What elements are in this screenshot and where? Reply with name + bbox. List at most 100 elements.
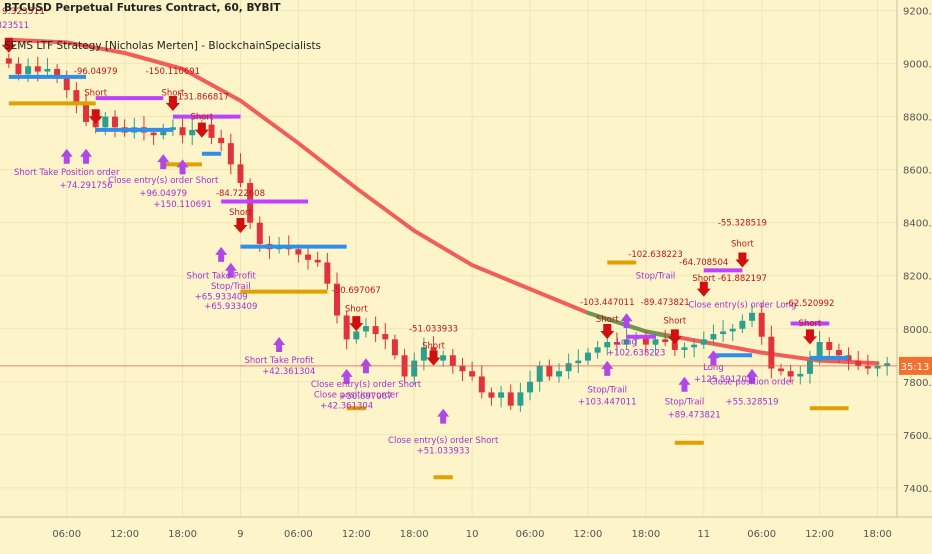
candle-body — [440, 355, 447, 361]
trade-label: Short — [190, 112, 213, 122]
short-arrow-icon — [233, 218, 248, 234]
candle-body — [459, 365, 466, 372]
candle-body — [372, 326, 379, 335]
trade-label: Short — [799, 319, 822, 329]
trade-label: Short Take Position order — [14, 168, 120, 178]
x-tick-label: 18:00 — [631, 529, 660, 540]
candle-body — [517, 392, 524, 406]
cover-arrow-icon — [176, 159, 189, 175]
cover-arrow-icon — [437, 408, 450, 424]
trade-label: +103.447011 — [578, 397, 637, 407]
candle-body — [353, 331, 360, 340]
trade-label: Short — [84, 88, 107, 98]
trade-label: Short Take Profit — [244, 356, 314, 366]
y-axis[interactable]: 9200.00 9000.00 8800.00 8600.00 8400.00 8200.… — [903, 7, 932, 495]
trade-label: Close entry(s) order Short — [388, 436, 499, 446]
short-arrow-icon — [802, 329, 817, 345]
candle-body — [710, 334, 717, 340]
candle-body — [768, 336, 775, 369]
trade-label: +42.361304 — [320, 401, 373, 411]
candle-body — [816, 342, 823, 361]
x-axis[interactable]: 06:00 12:00 18:00 9 06:00 12:00 18:00 10 06:00 12… — [52, 529, 892, 540]
x-tick-label: 18:00 — [168, 529, 197, 540]
strategy-title: SEMS LTF Strategy [Nicholas Merten] - Bl… — [4, 40, 322, 52]
trade-label: Short — [692, 274, 715, 284]
candle-body — [54, 68, 61, 77]
candle-body — [25, 66, 32, 75]
candle-body — [778, 368, 784, 372]
x-tick-label: 18:00 — [863, 529, 892, 540]
candle-body — [507, 392, 514, 406]
candle-body — [102, 116, 109, 128]
candle-body — [758, 312, 765, 337]
moving-average — [6, 37, 880, 366]
candle-body — [787, 371, 794, 377]
candle-body — [729, 328, 736, 332]
candle-body — [179, 127, 186, 136]
candle-body — [546, 365, 553, 377]
candle-body — [488, 392, 495, 398]
y-tick-label: 8800.00 — [903, 113, 932, 124]
current-price-text: 35:13 — [901, 362, 930, 373]
trade-label: +102.638223 — [607, 348, 666, 358]
x-tick-label: 10 — [466, 529, 479, 540]
candle-body — [575, 360, 582, 364]
trade-label: -62.520992 — [785, 299, 834, 309]
candle-body — [584, 352, 591, 361]
candle-body — [112, 116, 118, 128]
trade-label: Stop/Trail — [587, 385, 627, 395]
candle-body — [362, 326, 369, 332]
cover-arrow-icon — [707, 350, 720, 366]
trade-labels: 9.323511-96.04979Short-150.110691Short-1… — [0, 7, 834, 456]
x-tick-label: 12:00 — [574, 529, 603, 540]
candle-body — [739, 320, 746, 329]
trade-label: -55.328519 — [718, 218, 767, 228]
trade-label: Close entry(s) order Short — [108, 176, 219, 186]
trade-label: -96.04979 — [74, 67, 118, 77]
trade-label: Short — [229, 208, 252, 218]
y-tick-label: 8600.00 — [903, 166, 932, 177]
short-arrow-icon — [735, 252, 750, 268]
cover-arrow-icon — [746, 368, 759, 384]
candle-body — [73, 90, 80, 104]
candle-body — [527, 381, 534, 393]
trade-label: +65.933409 — [195, 293, 248, 303]
trade-label: 9.323511 — [0, 21, 29, 31]
signal-lines — [1, 37, 849, 480]
candle-body — [469, 371, 476, 377]
candle-body — [652, 339, 659, 345]
trade-label: -102.638223 — [628, 250, 682, 260]
y-tick-label: 8200.00 — [903, 272, 932, 283]
trade-label: Short — [596, 315, 619, 325]
trade-label: Stop/Trail — [665, 397, 705, 407]
trade-label: Short — [731, 240, 754, 250]
trade-label: Long — [616, 338, 637, 348]
candle-body — [44, 68, 51, 72]
trade-label: Short — [345, 305, 368, 315]
trade-label: Short — [162, 88, 185, 98]
current-price-box — [899, 356, 932, 375]
trade-label: Close entry(s) order Long — [688, 301, 796, 311]
candle-body — [604, 342, 611, 348]
candle-body — [160, 129, 167, 136]
candle-body — [63, 76, 70, 91]
y-tick-label: 9200.00 — [903, 7, 932, 18]
candle-body — [700, 339, 707, 345]
candle-body — [189, 129, 196, 136]
x-tick-label: 11 — [697, 529, 710, 540]
candle-body — [5, 58, 12, 64]
ma-line-green — [586, 310, 677, 340]
trade-label: +50.697067 — [339, 392, 392, 402]
candle-body — [150, 132, 157, 136]
trade-label: +65.933409 — [204, 302, 257, 312]
candle-body — [314, 259, 321, 263]
trade-label: -84.722608 — [216, 189, 265, 199]
cover-arrow-icon — [80, 148, 93, 164]
ma-line-red — [6, 37, 880, 366]
trade-label: -51.033933 — [409, 324, 458, 334]
trade-label: +125.591705 — [694, 375, 753, 385]
short-arrow-icon — [1, 37, 16, 53]
trade-label: Close position order — [710, 377, 795, 387]
candle-body — [662, 339, 669, 343]
